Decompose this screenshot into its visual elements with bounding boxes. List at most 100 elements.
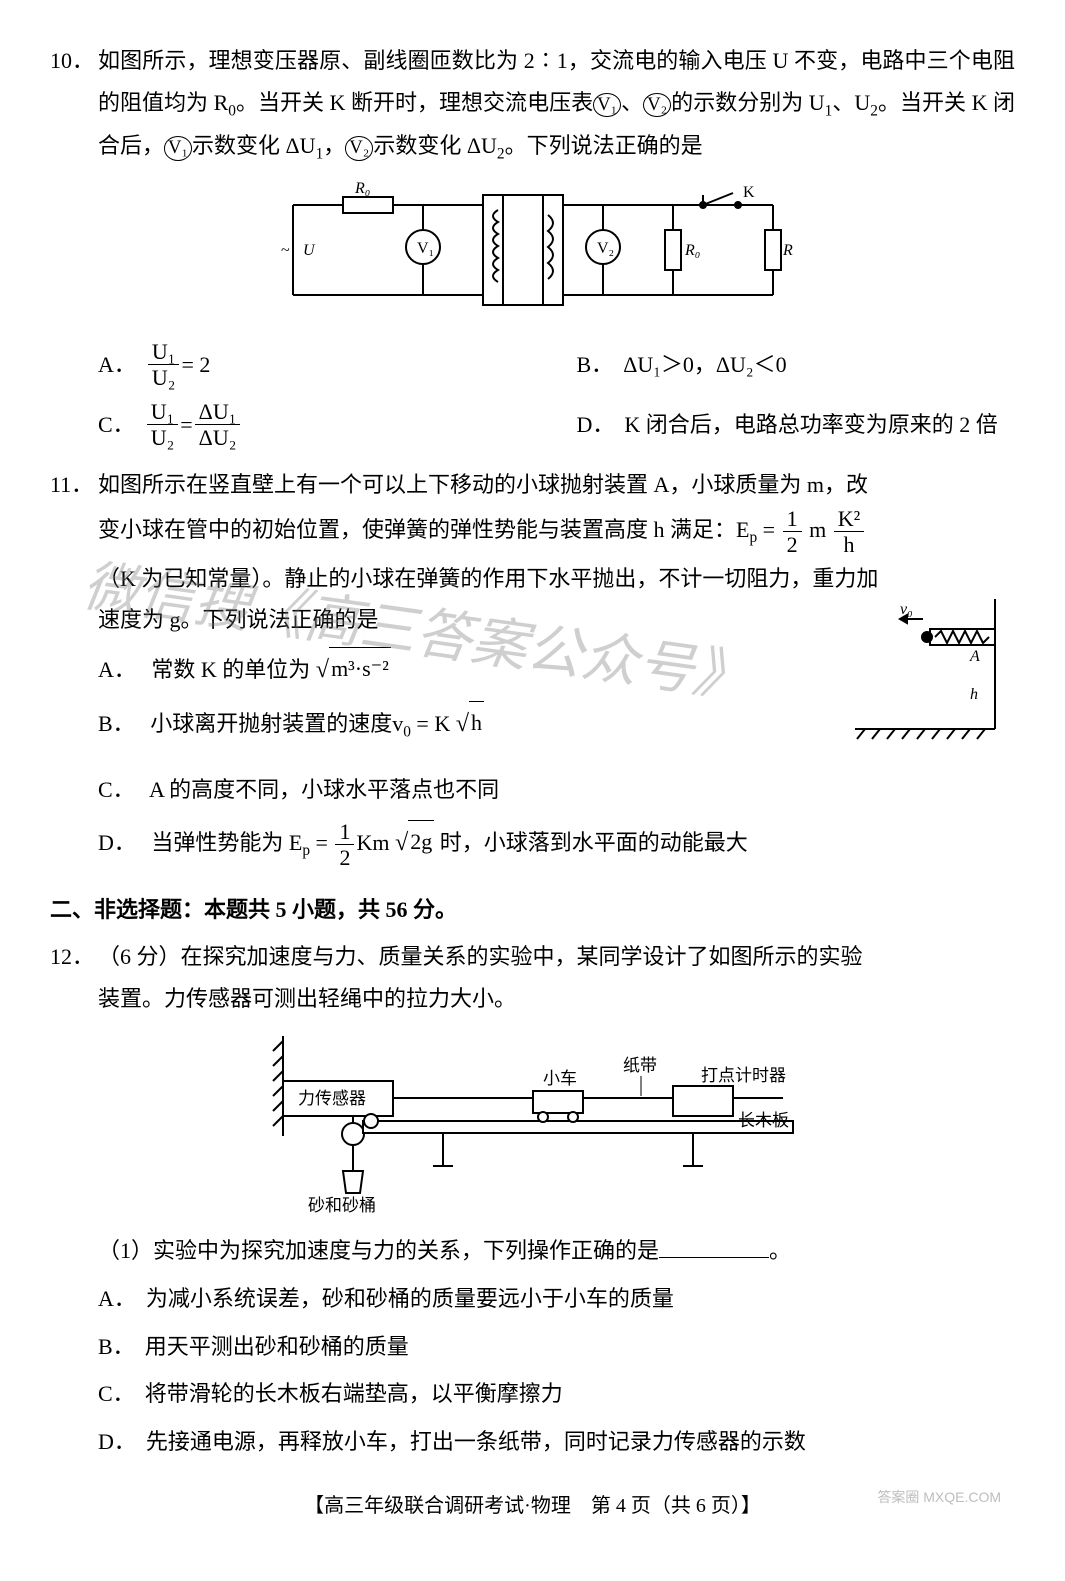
opt-label: C．: [98, 1381, 135, 1406]
sqrt: √h: [456, 701, 484, 747]
sub: p: [302, 842, 310, 859]
text: K 闭合后，电路总功率变为原来的 2 倍: [624, 404, 997, 446]
question-10: 10． 如图所示，理想变压器原、副线圈匝数比为 2∶1，交流电的输入电压 U 不…: [50, 40, 1015, 169]
text: 示数变化 ΔU: [373, 133, 497, 158]
q11-figure: v₀ A h: [845, 599, 1015, 763]
text: 速度为 g。下列说法正确的是: [98, 607, 379, 632]
text: = 2: [181, 344, 210, 386]
opt-label: B．: [98, 1334, 135, 1359]
section-2-title: 二、非选择题：本题共 5 小题，共 56 分。: [50, 889, 1015, 931]
question-12: 12． （6 分）在探究加速度与力、质量关系的实验中，某同学设计了如图所示的实验…: [50, 936, 1015, 1020]
sub: 2: [497, 146, 505, 163]
q12-option-b[interactable]: B． 用天平测出砂和砂桶的质量: [98, 1326, 1015, 1368]
text: （1）实验中为探究加速度与力的关系，下列操作正确的是: [98, 1238, 659, 1263]
text: = K: [411, 711, 456, 736]
svg-text:U: U: [303, 242, 316, 259]
svg-text:K: K: [743, 184, 755, 201]
text: 先接通电源，再释放小车，打出一条纸带，同时记录力传感器的示数: [146, 1429, 806, 1454]
q11-option-b[interactable]: B． 小球离开抛射装置的速度v0 = K √h: [98, 701, 835, 747]
fraction: ΔU₁ΔU₂: [195, 399, 241, 451]
circuit-svg: ~ U R₀ V₁ V₂ R₀ K R₀: [273, 175, 793, 325]
svg-text:打点计时器: 打点计时器: [701, 1066, 786, 1085]
fraction-half: 12: [783, 506, 802, 558]
question-number: 12．: [50, 936, 98, 1020]
text: （K 为已知常量）。静止的小球在弹簧的作用下水平抛出，不计一切阻力，重力加: [98, 566, 878, 591]
text: =: [757, 517, 780, 542]
opt-label: B．: [577, 344, 614, 386]
text: m: [804, 517, 832, 542]
q12-sub1: （1）实验中为探究加速度与力的关系，下列操作正确的是。: [98, 1230, 1015, 1272]
text: 小球离开抛射装置的速度v: [150, 711, 403, 736]
opt-label: A．: [98, 657, 136, 682]
question-11: 11． 如图所示在竖直壁上有一个可以上下移动的小球抛射装置 A，小球质量为 m，…: [50, 464, 1015, 870]
text: 如图所示在竖直壁上有一个可以上下移动的小球抛射装置 A，小球质量为 m，改: [98, 472, 868, 497]
fraction: U₁U₂: [148, 339, 180, 391]
svg-text:v₀: v₀: [900, 601, 913, 618]
opt-label: A．: [98, 1286, 136, 1311]
fraction: U₁U₂: [147, 399, 179, 451]
opt-label: B．: [98, 711, 135, 736]
svg-text:小车: 小车: [543, 1069, 577, 1088]
opt-label: D．: [98, 1429, 136, 1454]
q12-option-a[interactable]: A． 为减小系统误差，砂和砂桶的质量要远小于小车的质量: [98, 1278, 1015, 1320]
text: 用天平测出砂和砂桶的质量: [145, 1334, 409, 1359]
question-stem: 如图所示在竖直壁上有一个可以上下移动的小球抛射装置 A，小球质量为 m，改 变小…: [98, 464, 1015, 870]
text: 、: [621, 90, 643, 115]
fraction-k2h: K²h: [834, 506, 864, 558]
svg-text:V₂: V₂: [597, 240, 614, 257]
text: 时，小球落到水平面的动能最大: [434, 830, 748, 855]
question-number: 10．: [50, 40, 98, 169]
text: 当弹性势能为 E: [151, 830, 302, 855]
corner-logo: 答案圈 MXQE.COM: [877, 1484, 1001, 1511]
svg-text:~: ~: [281, 242, 290, 259]
page-footer: 【高三年级联合调研考试·物理 第 4 页（共 6 页）】: [50, 1487, 1015, 1525]
blank-line[interactable]: [659, 1235, 769, 1258]
q10-option-c[interactable]: C． U₁U₂ = ΔU₁ΔU₂: [98, 399, 537, 451]
text: A 的高度不同，小球水平落点也不同: [149, 777, 499, 802]
fraction-half: 12: [335, 819, 354, 871]
q12-figure: 力传感器 砂和砂桶 小车 纸带 打点计时器 长木板: [50, 1026, 1015, 1216]
text: Km: [356, 830, 395, 855]
sqrt: √2g: [395, 820, 434, 866]
text: 为减小系统误差，砂和砂桶的质量要远小于小车的质量: [146, 1286, 674, 1311]
text: 将带滑轮的长木板右端垫高，以平衡摩擦力: [145, 1381, 563, 1406]
svg-text:R₀: R₀: [684, 242, 700, 259]
circled-v2: V₂: [643, 93, 671, 117]
text: ，: [323, 133, 345, 158]
sub: p: [749, 529, 757, 546]
text: 常数 K 的单位为: [151, 657, 315, 682]
q10-figure: ~ U R₀ V₁ V₂ R₀ K R₀: [50, 175, 1015, 325]
text: 装置。力传感器可测出轻绳中的拉力大小。: [98, 986, 516, 1011]
sqrt: √m³·s⁻²: [316, 647, 391, 693]
opt-label: C．: [98, 404, 135, 446]
q10-option-a[interactable]: A． U₁U₂ = 2: [98, 339, 537, 391]
sub: 0: [403, 724, 411, 741]
text: 、U: [832, 90, 870, 115]
opt-label: C．: [98, 777, 135, 802]
text: 。当开关 K 断开时，理想交流电压表: [236, 90, 593, 115]
text: 的示数分别为 U: [671, 90, 825, 115]
q11-option-a[interactable]: A． 常数 K 的单位为 √m³·s⁻²: [98, 647, 835, 693]
q10-option-d[interactable]: D． K 闭合后，电路总功率变为原来的 2 倍: [577, 399, 1016, 451]
q11-option-d[interactable]: D． 当弹性势能为 Ep = 12Km √2g 时，小球落到水平面的动能最大: [98, 819, 1015, 871]
q10-options: A． U₁U₂ = 2 B． ΔU₁＞0，ΔU₂＜0 C． U₁U₂ = ΔU₁…: [98, 339, 1015, 450]
svg-text:纸带: 纸带: [623, 1056, 657, 1075]
svg-text:砂和砂桶: 砂和砂桶: [308, 1196, 376, 1215]
q11-option-c[interactable]: C． A 的高度不同，小球水平落点也不同: [98, 769, 1015, 811]
sub: 2: [870, 102, 878, 119]
text: =: [310, 830, 333, 855]
text: （6 分）在探究加速度与力、质量关系的实验中，某同学设计了如图所示的实验: [98, 944, 863, 969]
eq: =: [180, 404, 192, 446]
q10-option-b[interactable]: B． ΔU₁＞0，ΔU₂＜0: [577, 339, 1016, 391]
sub: 0: [228, 102, 236, 119]
question-stem: 如图所示，理想变压器原、副线圈匝数比为 2∶1，交流电的输入电压 U 不变，电路…: [98, 40, 1015, 169]
svg-text:力传感器: 力传感器: [298, 1089, 366, 1108]
opt-label: A．: [98, 344, 136, 386]
svg-text:h: h: [970, 686, 978, 703]
circled-v2: V₂: [345, 136, 373, 160]
text: 。下列说法正确的是: [505, 133, 703, 158]
q12-option-c[interactable]: C． 将带滑轮的长木板右端垫高，以平衡摩擦力: [98, 1373, 1015, 1415]
svg-text:V₁: V₁: [417, 240, 434, 257]
q12-option-d[interactable]: D． 先接通电源，再释放小车，打出一条纸带，同时记录力传感器的示数: [98, 1421, 1015, 1463]
svg-text:R₀: R₀: [782, 242, 793, 259]
